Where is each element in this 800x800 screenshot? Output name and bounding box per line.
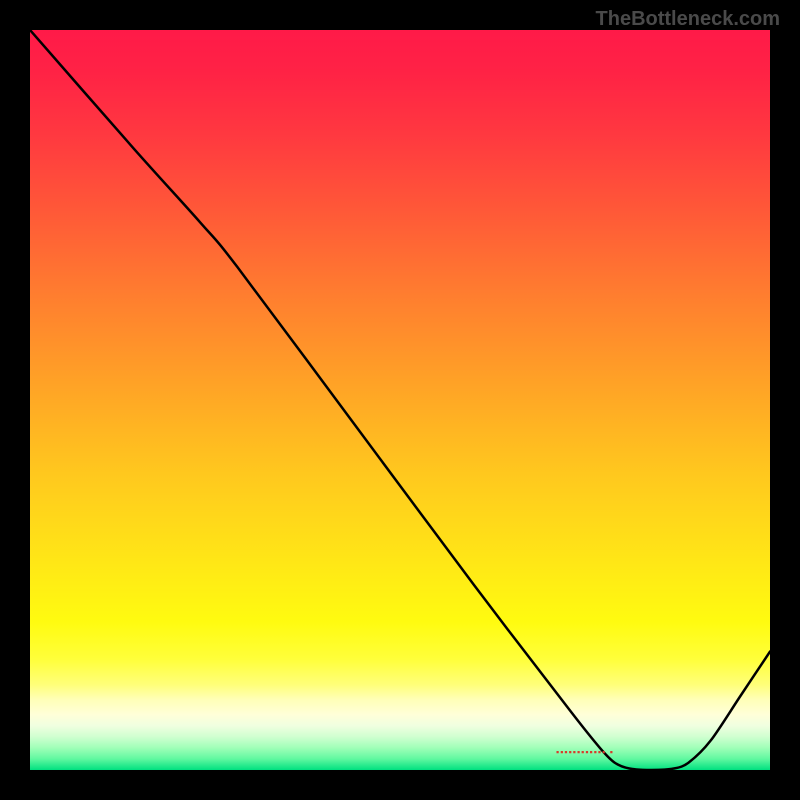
- line-chart: [30, 30, 770, 770]
- chart-background-gradient: [30, 30, 770, 770]
- optimal-marker: ▪▪▪▪▪▪▪▪▪▪▪▪ ▪: [556, 747, 614, 757]
- watermark-text: TheBottleneck.com: [596, 8, 780, 31]
- chart-container: ▪▪▪▪▪▪▪▪▪▪▪▪ ▪: [30, 30, 770, 770]
